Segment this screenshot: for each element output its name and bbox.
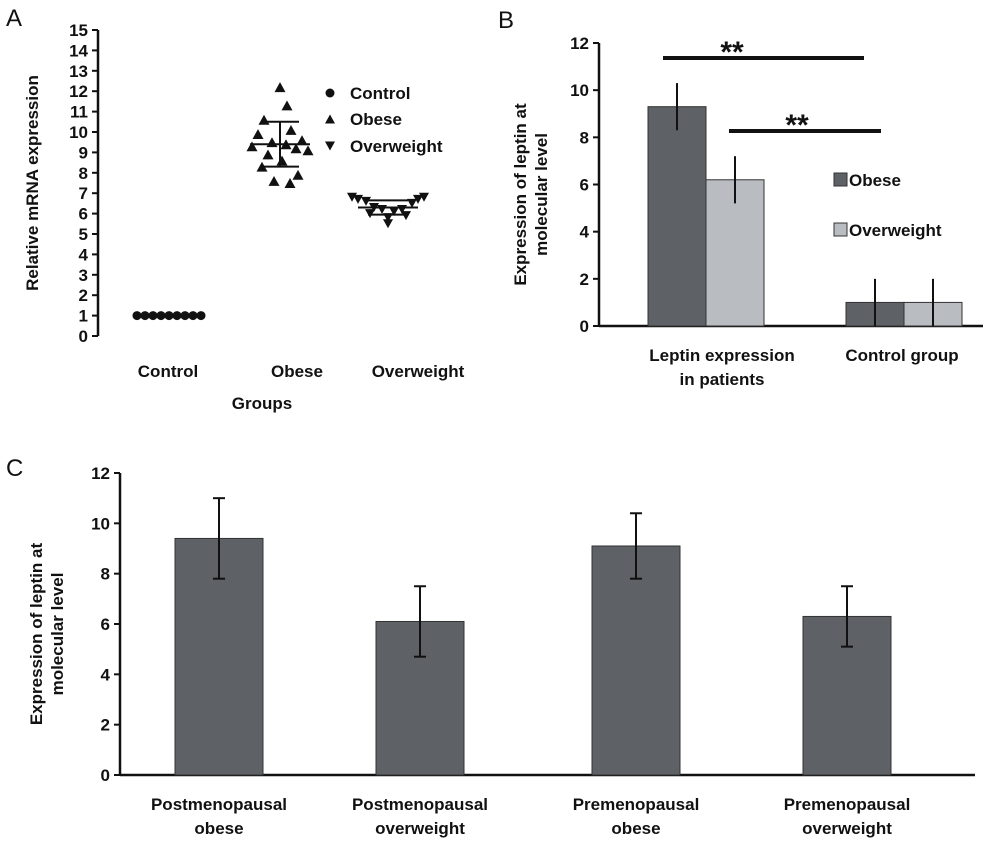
- panel-c-y-tick-label: 2: [101, 716, 110, 735]
- panel-a-y-tick-label: 0: [79, 327, 88, 346]
- panel-a-obese-point: [281, 100, 293, 111]
- panel-b-legend-label: Obese: [849, 171, 901, 190]
- panel-a-control-point: [180, 311, 190, 321]
- panel-a-obese-point: [302, 145, 314, 156]
- panel-c-y-tick-label: 8: [101, 565, 110, 584]
- panel-a-legend-marker-obese: [325, 114, 335, 124]
- panel-b-significance-label-2: **: [785, 109, 809, 142]
- panel-a-obese-point: [290, 143, 302, 154]
- panel-a-y-tick-label: 11: [70, 103, 88, 122]
- panel-a-control-point: [132, 311, 142, 321]
- panel-a-legend-marker-overweight: [325, 141, 335, 151]
- panel-a-legend-label: Obese: [350, 110, 402, 129]
- panel-c-y-tick-label: 0: [101, 766, 110, 785]
- panel-a-obese-point: [262, 149, 274, 160]
- panel-a-overweight-point: [389, 207, 399, 217]
- panel-a-y-tick-label: 14: [69, 41, 88, 60]
- panel-a-obese-point: [258, 114, 270, 125]
- panel-letter-a: A: [6, 5, 22, 32]
- panel-letter-c: C: [6, 455, 23, 482]
- panel-a-control-point: [148, 311, 158, 321]
- panel-b-bar-overweight-0: [705, 179, 765, 327]
- panel-a-overweight-point: [407, 198, 417, 208]
- panel-a-legend-label: Overweight: [350, 137, 443, 156]
- panel-a-overweight-point: [413, 194, 423, 204]
- panel-c-bar-chart: 0 2 4 6 8 10 12 Expression of leptin at molecula…: [27, 464, 975, 838]
- panel-a-x-category-label: Overweight: [372, 362, 465, 381]
- panel-a-obese-point: [292, 169, 304, 180]
- panel-b-y-tick-label: 10: [570, 81, 589, 100]
- panel-a-legend-marker-control: [325, 88, 335, 98]
- panel-b-bar-chart: 0 2 4 6 8 10 12 Expression of leptin at molecula…: [511, 34, 983, 389]
- panel-c-x-category-label: Premenopausal obese: [573, 795, 700, 838]
- panel-a-obese-point: [266, 137, 278, 148]
- panel-a-y-tick-label: 12: [69, 82, 88, 101]
- panel-a-y-tick-label: 9: [79, 143, 88, 162]
- panel-b-y-tick-label: 0: [580, 317, 589, 336]
- panel-a-obese-point: [276, 155, 288, 166]
- panel-b-legend-swatch: [833, 172, 848, 187]
- panel-b-y-tick-label: 4: [580, 223, 590, 242]
- panel-b-x-category-label: Leptin expression in patients: [649, 346, 794, 389]
- panel-a-legend-label: Control: [350, 84, 410, 103]
- panel-b-y-tick-label: 8: [580, 128, 589, 147]
- panel-c-y-tick-label: 10: [91, 514, 110, 533]
- panel-a-overweight-point: [383, 219, 393, 229]
- panel-a-overweight-point: [353, 194, 363, 204]
- panel-a-control-point: [172, 311, 182, 321]
- panel-a-y-tick-label: 7: [79, 184, 88, 203]
- panel-a-obese-point: [274, 82, 286, 93]
- panel-a-control-point: [156, 311, 166, 321]
- panel-c-y-tick-label: 4: [101, 665, 111, 684]
- panel-a-y-axis-label: Relative mRNA expression: [23, 75, 42, 291]
- panel-a-control-point: [140, 311, 150, 321]
- panel-a-obese-point: [296, 135, 308, 146]
- panel-a-obese-point: [284, 178, 296, 188]
- panel-a-y-tick-label: 2: [79, 286, 88, 305]
- panel-a-overweight-point: [361, 196, 371, 206]
- panel-b-x-category-label: Control group: [845, 346, 958, 365]
- panel-a-overweight-point: [401, 211, 411, 221]
- panel-a-obese-point: [246, 141, 258, 152]
- panel-a-control-point: [188, 311, 198, 321]
- panel-b-y-tick-label: 12: [570, 34, 589, 53]
- panel-c-y-tick-label: 12: [91, 464, 110, 483]
- panel-a-control-point: [164, 311, 174, 321]
- panel-a-x-category-label: Obese: [271, 362, 323, 381]
- panel-a-x-axis-label: Groups: [232, 394, 292, 413]
- panel-a-y-tick-label: 5: [79, 225, 88, 244]
- panel-b-legend-swatch: [833, 222, 848, 237]
- panel-b-bar-obese-0: [647, 106, 707, 327]
- panel-a-overweight-point: [377, 205, 387, 215]
- panel-a-x-category-label: Control: [138, 362, 198, 381]
- panel-a-obese-point: [252, 129, 264, 139]
- panel-a-y-tick-label: 4: [79, 245, 89, 264]
- panel-a-y-tick-label: 10: [69, 123, 88, 142]
- panel-a-y-tick-label: 15: [69, 21, 88, 40]
- panel-a-y-tick-label: 6: [79, 205, 88, 224]
- panel-b-y-axis-label: Expression of leptin at molecular level: [511, 103, 551, 286]
- panel-c-x-category-label: Postmenopausal overweight: [352, 795, 488, 838]
- panel-letter-b: B: [498, 7, 514, 34]
- panel-b-legend-label: Overweight: [849, 221, 942, 240]
- panel-a-y-tick-label: 8: [79, 164, 88, 183]
- panel-c-x-category-label: Postmenopausal obese: [151, 795, 287, 838]
- panel-a-overweight-point: [365, 209, 375, 219]
- panel-a-y-tick-label: 13: [69, 62, 88, 81]
- panel-c-x-category-label: Premenopausal overweight: [784, 795, 911, 838]
- panel-b-y-tick-label: 2: [580, 270, 589, 289]
- panel-a-y-tick-label: 1: [79, 307, 88, 326]
- panel-a-obese-point: [268, 176, 280, 186]
- panel-c-bar-2: [591, 545, 681, 776]
- panel-c-y-axis-label: Expression of leptin at molecular level: [27, 543, 67, 726]
- panel-a-obese-point: [285, 125, 297, 135]
- panel-b-significance-label-1: **: [720, 36, 744, 69]
- panel-a-y-tick-label: 3: [79, 266, 88, 285]
- panel-c-y-tick-label: 6: [101, 615, 110, 634]
- panel-b-y-tick-label: 6: [580, 176, 589, 195]
- panel-a-control-point: [196, 311, 206, 321]
